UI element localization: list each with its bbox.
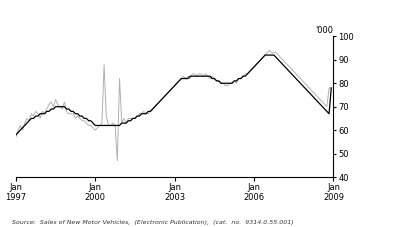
- Text: Source:  Sales of New Motor Vehicles,  (Electronic Publication),  (cat.  no.  93: Source: Sales of New Motor Vehicles, (El…: [12, 220, 294, 225]
- Text: '000: '000: [316, 26, 333, 35]
